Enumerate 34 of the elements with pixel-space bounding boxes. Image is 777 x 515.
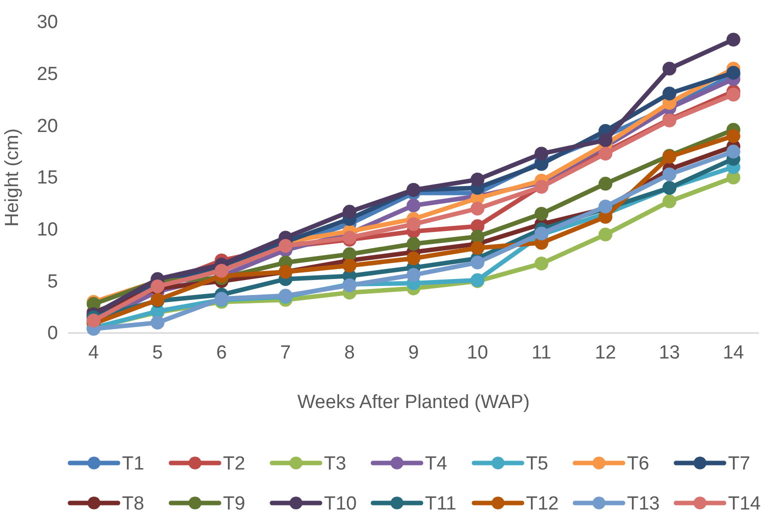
y-tick-label: 25 [36,64,58,85]
x-tick-label: 5 [152,342,163,364]
x-tick-label: 12 [594,342,616,364]
legend-label: T14 [728,494,762,515]
x-tick-label: 8 [344,342,355,364]
x-tick-label: 14 [722,342,744,364]
y-tick-label: 0 [47,323,58,344]
x-tick-label: 4 [88,342,100,364]
legend-label: T11 [425,494,456,515]
x-axis-title: Weeks After Planted (WAP) [297,392,530,413]
x-tick-label: 7 [280,342,291,364]
x-tick-label: 13 [658,342,680,364]
y-tick-label: 30 [36,12,58,34]
legend-label: T5 [526,454,548,475]
legend-label: T4 [425,454,448,475]
legend-label: T12 [526,494,559,515]
x-tick-label: 11 [532,342,552,364]
legend-label: T6 [627,454,650,475]
legend-label: T7 [728,454,750,475]
x-tick-label: 10 [466,342,488,364]
y-tick-label: 15 [36,168,58,189]
legend-label: T1 [122,454,144,475]
y-tick-label: 5 [47,271,58,292]
legend-label: T9 [223,494,246,515]
y-tick-label: 20 [36,116,58,137]
legend-label: T2 [223,454,246,475]
y-tick-label: 10 [36,219,58,240]
y-axis-title: Height (cm) [2,128,23,227]
legend-label: T3 [324,454,346,475]
legend-label: T10 [324,494,357,515]
x-tick-label: 6 [216,342,227,364]
legend-label: T13 [627,494,660,515]
legend-label: T8 [122,494,144,515]
x-tick-label: 9 [408,342,419,364]
